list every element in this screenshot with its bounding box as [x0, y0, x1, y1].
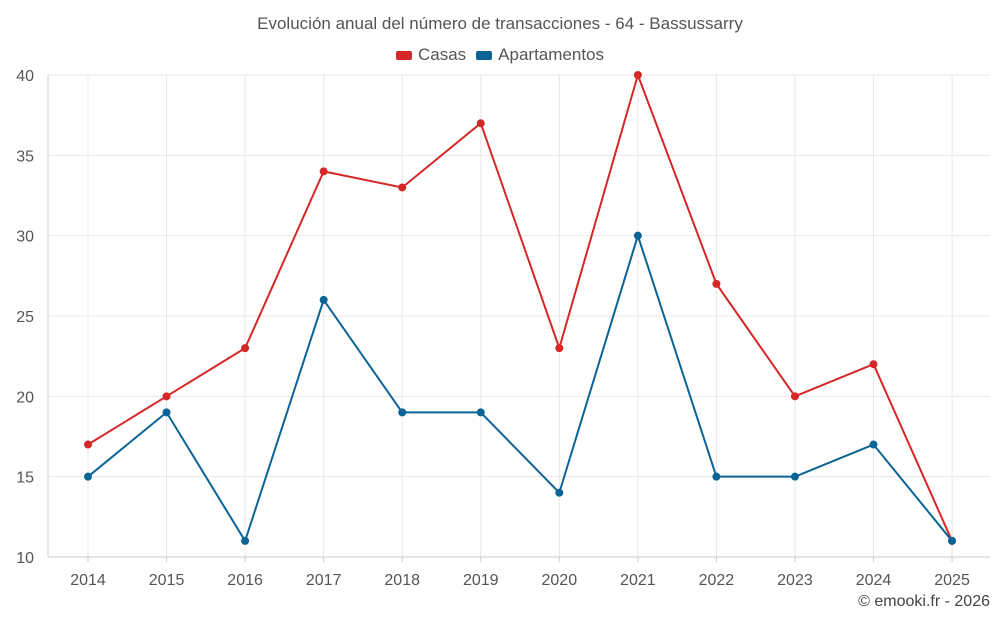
data-point-casas — [712, 279, 721, 288]
data-point-casas — [869, 360, 878, 369]
data-point-casas — [162, 392, 171, 401]
data-point-apartamentos — [555, 488, 564, 497]
data-point-apartamentos — [948, 536, 957, 545]
legend-swatch-apartamentos — [476, 50, 493, 60]
y-tick-label: 35 — [16, 148, 34, 165]
y-tick-label: 10 — [16, 550, 34, 567]
legend-item-apartamentos[interactable]: Apartamentos — [476, 45, 604, 65]
legend-label-casas: Casas — [417, 45, 467, 64]
y-tick-label: 25 — [16, 309, 34, 326]
y-tick-label: 30 — [16, 229, 34, 246]
x-tick-label: 2023 — [777, 572, 813, 589]
data-point-casas — [633, 71, 642, 79]
data-point-casas — [476, 119, 485, 128]
credit-text: © emooki.fr - 2026 — [858, 593, 990, 610]
legend-swatch-casas — [395, 50, 412, 60]
chart-title: Evolución anual del número de transaccio… — [257, 14, 743, 33]
data-point-apartamentos — [162, 408, 171, 417]
data-point-casas — [790, 392, 799, 401]
x-tick-label: 2024 — [856, 572, 892, 589]
data-point-apartamentos — [633, 231, 642, 240]
y-tick-label: 40 — [16, 68, 34, 85]
x-tick-label: 2021 — [620, 572, 656, 589]
data-point-casas — [398, 183, 407, 192]
data-point-apartamentos — [712, 472, 721, 481]
data-point-apartamentos — [476, 408, 485, 417]
x-tick-label: 2022 — [699, 572, 735, 589]
data-point-casas — [84, 440, 92, 449]
data-point-casas — [319, 167, 328, 176]
data-point-casas — [241, 344, 250, 353]
y-tick-label: 20 — [16, 389, 34, 406]
legend-label-apartamentos: Apartamentos — [498, 45, 605, 64]
data-point-apartamentos — [869, 440, 878, 449]
x-tick-label: 2025 — [934, 572, 970, 589]
x-tick-label: 2016 — [227, 572, 263, 589]
x-tick-label: 2017 — [306, 572, 342, 589]
data-point-apartamentos — [398, 408, 407, 417]
legend: Casas Apartamentos — [0, 45, 1000, 65]
data-point-apartamentos — [790, 472, 799, 481]
x-tick-label: 2018 — [384, 572, 420, 589]
series-line-apartamentos — [87, 234, 953, 542]
data-point-casas — [555, 344, 564, 353]
x-tick-label: 2019 — [463, 572, 499, 589]
x-tick-label: 2014 — [70, 572, 106, 589]
y-tick-label: 15 — [16, 470, 34, 487]
series-line-casas — [87, 74, 953, 542]
data-point-apartamentos — [319, 295, 328, 304]
x-tick-label: 2015 — [149, 572, 185, 589]
legend-item-casas[interactable]: Casas — [395, 45, 467, 65]
data-point-apartamentos — [241, 536, 250, 545]
data-point-apartamentos — [84, 472, 92, 481]
x-tick-label: 2020 — [542, 572, 578, 589]
